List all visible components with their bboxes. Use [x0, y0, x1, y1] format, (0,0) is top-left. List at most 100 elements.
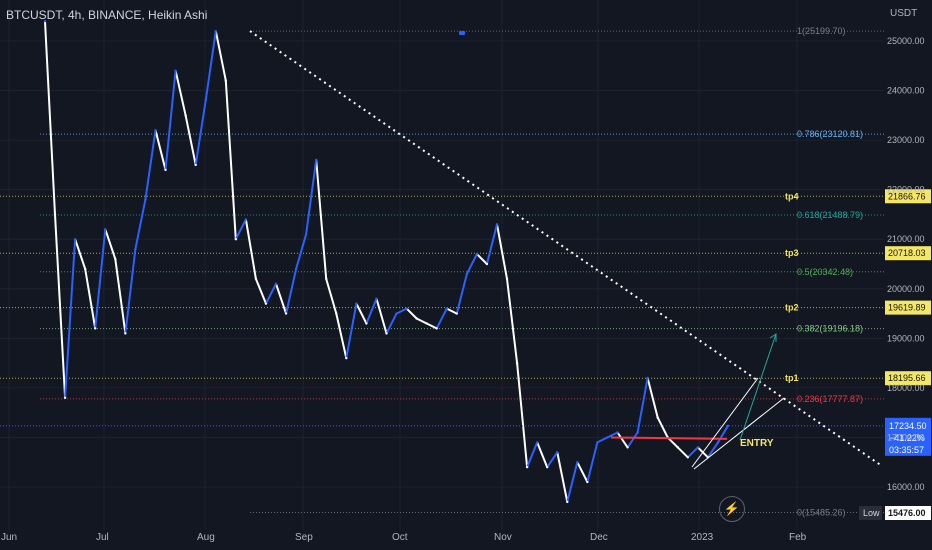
- target-arrow-head: [769, 333, 777, 342]
- price-data-point: [626, 446, 629, 449]
- price-data-point: [505, 277, 509, 281]
- wedge-upper-line: [691, 377, 759, 468]
- price-data-point: [445, 307, 448, 310]
- fib-level-label: 0.786(23120.81): [797, 129, 863, 139]
- price-data-point: [94, 327, 97, 330]
- price-data-point: [726, 424, 730, 428]
- price-data-point: [194, 163, 197, 167]
- price-change-text: −41.22%: [889, 433, 925, 443]
- price-data-point: [696, 446, 700, 449]
- price-data-point: [83, 267, 87, 271]
- fib-level-label: 0.5(20342.48): [797, 267, 853, 277]
- currency-label: USDT: [890, 8, 918, 19]
- x-tick-label: Oct: [392, 532, 408, 543]
- countdown-text: 03:35:57: [889, 445, 924, 455]
- low-price-text: 15476.00: [888, 508, 926, 518]
- price-data-point: [264, 302, 268, 305]
- price-data-point: [204, 99, 207, 102]
- price-data-point: [616, 431, 619, 434]
- price-data-point: [375, 297, 378, 300]
- price-data-point: [124, 332, 127, 335]
- price-data-point: [274, 282, 278, 286]
- entry-label: ENTRY: [740, 438, 774, 449]
- tp-level-label: tp1: [785, 373, 799, 383]
- price-data-point: [53, 213, 57, 216]
- price-data-point: [535, 441, 539, 444]
- price-data-point: [415, 317, 418, 320]
- price-data-point: [294, 267, 298, 271]
- y-tick-label: 24000.00: [887, 86, 925, 96]
- price-data-point: [495, 223, 499, 226]
- y-tick-label: 17000.00: [887, 432, 925, 442]
- price-data-point: [586, 480, 589, 484]
- price-data-point: [325, 277, 328, 281]
- lightning-icon[interactable]: ⚡: [719, 496, 745, 522]
- tp-level-label: tp4: [785, 191, 799, 201]
- fib-level-label: 0(15485.26): [797, 508, 846, 518]
- price-data-point: [686, 456, 690, 459]
- price-data-point: [284, 312, 288, 315]
- price-series-down: [44, 21, 709, 503]
- target-arrow-line: [739, 333, 777, 441]
- fib-level-label: 1(25199.70): [797, 26, 846, 36]
- drag-handle[interactable]: [459, 31, 465, 35]
- price-data-point: [314, 158, 318, 162]
- fib-level-label: 0.382(19196.18): [797, 324, 863, 334]
- price-data-point: [636, 431, 639, 434]
- wedge-lower-line: [693, 397, 785, 470]
- x-tick-label: Jun: [1, 532, 17, 543]
- price-data-point: [224, 79, 227, 82]
- fib-level-label: 0.618(21488.79): [797, 210, 863, 220]
- price-data-point: [395, 312, 398, 315]
- price-data-point: [455, 312, 459, 315]
- price-data-point: [304, 233, 308, 236]
- price-data-point: [485, 262, 489, 266]
- tp-level-label: tp3: [785, 248, 799, 258]
- low-price-tag: [885, 506, 931, 520]
- x-tick-label: Aug: [197, 532, 215, 543]
- descending-trendline: [249, 30, 883, 467]
- y-tick-label: 23000.00: [887, 135, 925, 145]
- y-tick-label: 21000.00: [887, 234, 925, 244]
- tp-price-tag-text: 19619.89: [888, 303, 926, 313]
- price-data-point: [63, 396, 67, 399]
- x-tick-label: Jul: [96, 532, 109, 543]
- y-tick-label: 19000.00: [887, 333, 925, 343]
- price-data-point: [234, 238, 238, 241]
- low-label: Low: [863, 508, 880, 518]
- tp-price-tag-text: 21866.76: [888, 191, 926, 201]
- price-data-point: [134, 247, 137, 251]
- tp-price-tag-text: 18195.66: [888, 373, 926, 383]
- price-data-point: [515, 361, 519, 365]
- price-data-point: [254, 277, 258, 281]
- tp-price-tag: [885, 371, 931, 386]
- tp-price-tag: [885, 300, 931, 315]
- price-data-point: [154, 129, 157, 132]
- price-data-point: [556, 451, 559, 454]
- low-label-box: [859, 506, 882, 520]
- price-data-point: [184, 114, 187, 117]
- price-data-point: [104, 228, 107, 231]
- chart-title: BTCUSDT, 4h, BINANCE, Heikin Ashi: [6, 8, 208, 22]
- price-data-point: [365, 322, 368, 325]
- price-data-point: [405, 307, 408, 310]
- price-data-point: [345, 356, 348, 360]
- price-data-point: [716, 441, 720, 444]
- y-tick-label: 25000.00: [887, 36, 925, 46]
- x-tick-label: Nov: [494, 532, 512, 543]
- price-data-point: [656, 416, 659, 419]
- price-data-point: [566, 500, 569, 504]
- resistance-line: [610, 436, 728, 440]
- price-data-point: [606, 436, 609, 439]
- price-data-point: [525, 465, 529, 469]
- price-data-point: [546, 465, 549, 469]
- tp-price-tag-text: 20718.03: [888, 248, 926, 258]
- price-data-point: [435, 327, 438, 330]
- price-data-point: [676, 446, 679, 449]
- price-data-point: [475, 252, 479, 256]
- price-data-point: [43, 19, 47, 23]
- price-data-point: [465, 272, 469, 276]
- y-tick-label: 16000.00: [887, 482, 925, 492]
- price-data-point: [244, 218, 248, 221]
